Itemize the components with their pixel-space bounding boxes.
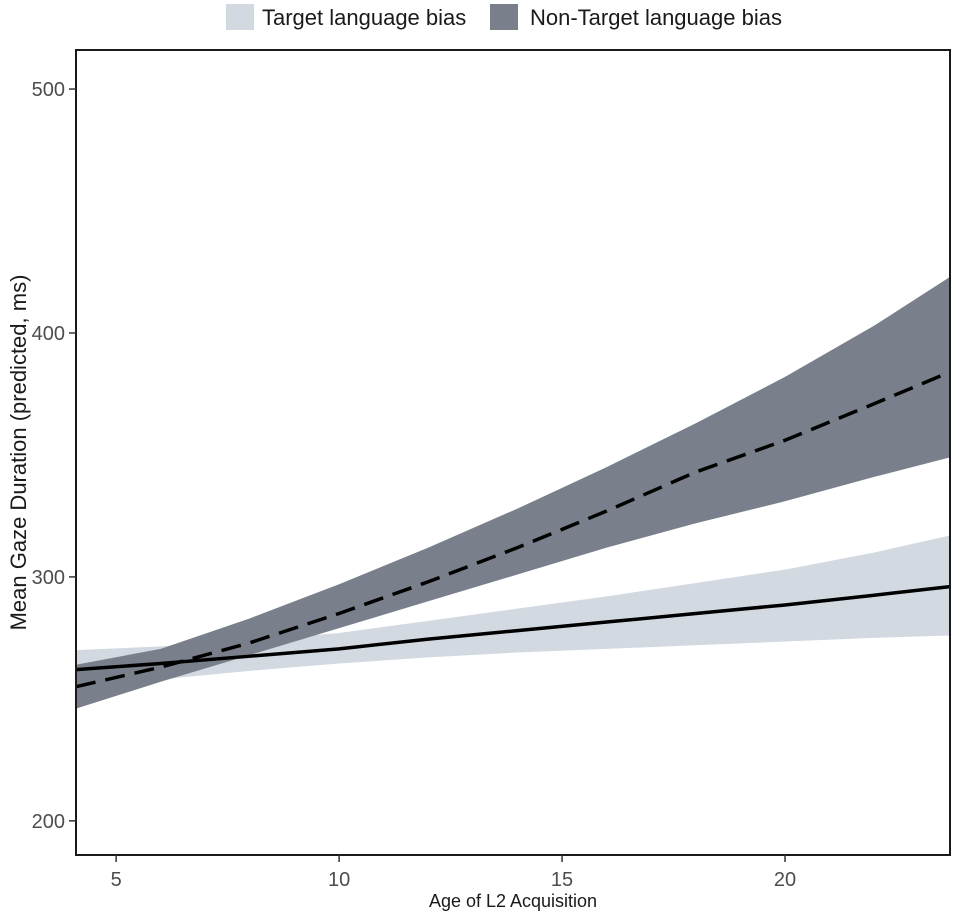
ribbon-non-target-language-bias: [76, 276, 950, 709]
legend-key-target-language-bias: [226, 4, 254, 30]
y-tick-label: 500: [32, 79, 65, 101]
y-tick-label: 400: [32, 323, 65, 345]
x-axis-title: Age of L2 Acquisition: [429, 891, 597, 911]
y-tick-label: 200: [32, 811, 65, 833]
ribbon-target-language-bias: [76, 535, 950, 690]
line-target-language-bias: [75, 584, 951, 672]
x-tick-label: 20: [774, 869, 796, 891]
series-lines: [75, 370, 951, 689]
plot-panel-border: [75, 49, 951, 856]
legend-label-non-target-language-bias: Non-Target language bias: [530, 5, 782, 30]
legend-label-target-language-bias: Target language bias: [262, 5, 466, 30]
line-non-target-language-bias: [75, 370, 951, 689]
y-tick-label: 300: [32, 567, 65, 589]
legend: Target language bias Non-Target language …: [226, 4, 782, 30]
y-axis-title: Mean Gaze Duration (predicted, ms): [6, 275, 31, 631]
confidence-ribbons: [76, 276, 950, 709]
y-axis: 200 300 400 500: [32, 79, 76, 833]
x-tick-label: 15: [551, 869, 573, 891]
x-tick-label: 10: [328, 869, 350, 891]
x-tick-label: 5: [111, 869, 122, 891]
x-axis: 5 10 15 20: [111, 855, 796, 891]
legend-key-non-target-language-bias: [490, 4, 518, 30]
